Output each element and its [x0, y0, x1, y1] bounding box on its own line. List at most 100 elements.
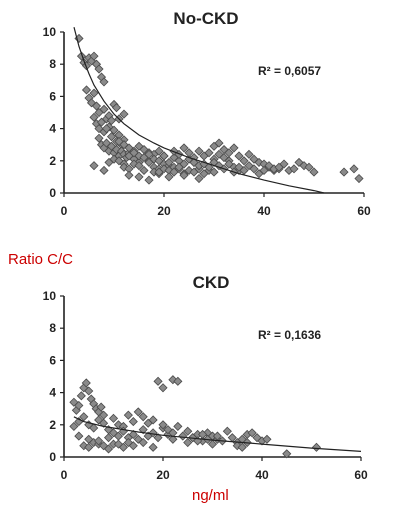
ckd-data-point	[123, 437, 133, 448]
ckd-data-point	[79, 412, 89, 422]
no-ckd-data-point	[354, 173, 364, 184]
ckd-data-point	[183, 426, 193, 436]
ckd-data-point	[84, 442, 94, 452]
no-ckd-data-point	[279, 159, 289, 169]
no-ckd-data-point	[224, 148, 234, 158]
ckd-title: CKD	[193, 273, 230, 292]
no-ckd-y-tick-label: 4	[49, 122, 56, 136]
ckd-data-point	[103, 444, 114, 454]
ckd-data-point	[183, 437, 193, 448]
ckd-data-point	[168, 434, 178, 444]
ckd-data-point	[138, 425, 148, 435]
no-ckd-data-point	[119, 109, 129, 119]
no-ckd-data-point	[106, 115, 117, 126]
ckd-data-point	[282, 449, 292, 459]
ckd-data-point	[198, 429, 208, 440]
no-ckd-y-tick-label: 2	[49, 154, 56, 168]
ckd-data-point	[133, 407, 143, 417]
ckd-data-point	[148, 428, 158, 438]
ckd-x-tick-label: 0	[61, 468, 68, 482]
no-ckd-data-point	[194, 173, 204, 184]
ckd-panel: CKD R² = 0,1636 0 2 4 6 8 10 0 20 40 60	[43, 273, 368, 482]
ckd-data-point	[108, 413, 119, 423]
no-ckd-y-tick-label: 10	[43, 25, 57, 39]
ckd-data-point	[247, 428, 257, 438]
ckd-data-point	[74, 400, 84, 411]
ckd-data-point	[113, 439, 124, 449]
ckd-trend-line	[73, 416, 362, 452]
ckd-x-tick-label: 20	[156, 468, 170, 482]
ckd-data-point	[94, 436, 104, 446]
ckd-data-point	[123, 410, 133, 420]
ckd-data-point	[153, 376, 163, 386]
ckd-data-point	[69, 421, 79, 431]
no-ckd-data-point	[154, 167, 164, 177]
no-ckd-data-point	[179, 143, 189, 153]
no-ckd-data-point	[164, 172, 174, 182]
no-ckd-data-point	[184, 148, 194, 158]
ckd-y-tick-label: 8	[49, 321, 56, 335]
no-ckd-data-point	[94, 64, 104, 74]
no-ckd-data-point	[89, 161, 99, 171]
no-ckd-data-point	[179, 170, 189, 180]
no-ckd-data-point	[144, 175, 154, 185]
ckd-data-point	[158, 383, 168, 393]
no-ckd-y-tick-label: 0	[49, 186, 56, 200]
no-ckd-x-tick-label: 20	[157, 204, 171, 218]
ckd-data-point	[84, 434, 94, 444]
no-ckd-data-point	[229, 143, 239, 153]
ckd-y-tick-label: 4	[49, 386, 56, 400]
ckd-data-point	[148, 442, 158, 452]
no-ckd-data-point	[259, 165, 269, 176]
ckd-data-point	[128, 429, 138, 440]
no-ckd-data-point	[99, 77, 109, 87]
no-ckd-r2-annotation: R² = 0,6057	[258, 64, 321, 78]
ckd-data-point	[76, 391, 86, 401]
ckd-data-point	[207, 439, 218, 449]
ckd-data-point	[311, 442, 322, 452]
no-ckd-x-tick-label: 40	[257, 204, 271, 218]
ckd-y-tick-label: 6	[49, 353, 56, 367]
no-ckd-y-tick-label: 8	[49, 57, 56, 71]
no-ckd-data-point	[94, 133, 104, 143]
no-ckd-data-point	[89, 51, 99, 61]
no-ckd-data-point	[234, 151, 244, 161]
ckd-data-point	[96, 402, 106, 412]
no-ckd-data-point	[124, 170, 134, 180]
ckd-y-tick-label: 2	[49, 418, 56, 432]
no-ckd-data-point	[209, 167, 219, 177]
no-ckd-data-point	[91, 101, 102, 111]
no-ckd-data-point	[204, 148, 214, 158]
no-ckd-data-point	[249, 164, 259, 174]
ckd-data-point	[74, 431, 84, 441]
no-ckd-data-point	[101, 124, 112, 134]
no-ckd-data-point	[134, 172, 144, 182]
x-axis-label: ng/ml	[192, 487, 229, 504]
ckd-data-point	[103, 433, 114, 443]
ckd-data-point	[237, 442, 247, 452]
no-ckd-x-tick-label: 60	[357, 204, 371, 218]
no-ckd-panel: No-CKD R² = 0,6057 0 2 4 6 8 10 0 20 40 60	[43, 9, 371, 218]
no-ckd-data-point	[154, 156, 164, 166]
ckd-data-point	[99, 418, 109, 428]
no-ckd-data-point	[309, 167, 319, 177]
ckd-data-point	[138, 412, 148, 422]
ckd-data-point	[89, 423, 99, 433]
ckd-data-point	[148, 415, 158, 425]
ckd-data-point	[81, 378, 91, 388]
no-ckd-data-point	[244, 149, 254, 159]
no-ckd-data-point	[169, 167, 179, 177]
no-ckd-y-tick-label: 6	[49, 89, 56, 103]
ckd-data-point	[222, 426, 232, 436]
ckd-data-point	[173, 421, 183, 431]
ckd-data-point	[84, 386, 94, 396]
no-ckd-data-point	[134, 161, 144, 171]
ckd-y-tick-label: 10	[43, 289, 57, 303]
ckd-x-tick-label: 60	[354, 468, 368, 482]
ckd-data-point	[138, 437, 148, 448]
no-ckd-data-point	[144, 149, 154, 159]
no-ckd-data-point	[111, 103, 122, 113]
no-ckd-data-point	[109, 125, 119, 135]
no-ckd-data-point	[174, 162, 184, 172]
